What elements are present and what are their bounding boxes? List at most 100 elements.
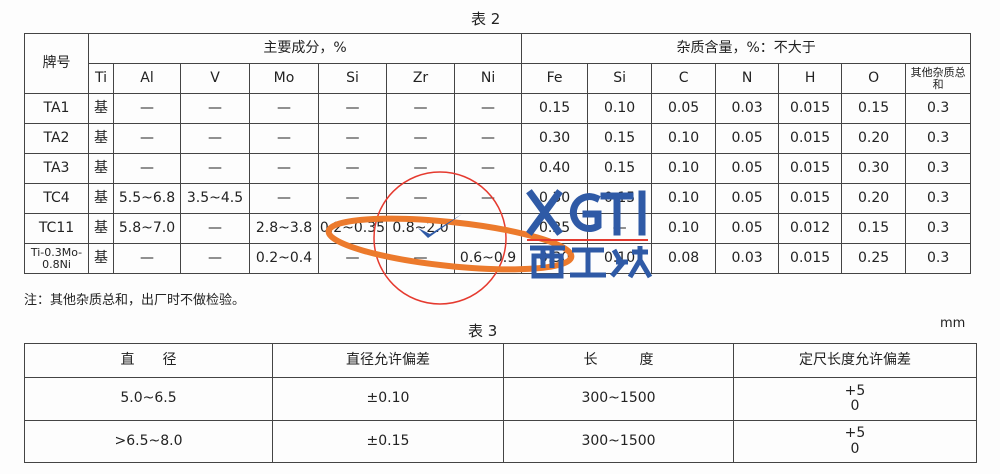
- cell-value: 0.20: [841, 123, 907, 154]
- cell-value: 基: [88, 93, 114, 124]
- cell-value: 5.8~7.0: [113, 213, 181, 244]
- cell-value: —: [249, 183, 319, 214]
- cell-value: 0.015: [778, 123, 843, 154]
- cell-value: —: [386, 123, 455, 154]
- cell-value: —: [386, 183, 455, 214]
- cell-value: —: [113, 243, 181, 274]
- header-grade: 牌号: [24, 33, 89, 94]
- cell-value: 0.05: [715, 183, 780, 214]
- cell-value: 0.05: [715, 153, 780, 184]
- cell-value: 0.15: [587, 123, 653, 154]
- cell-value: —: [453, 213, 523, 244]
- header-diameter: 直 径: [24, 343, 273, 378]
- cell-value: 0.05: [715, 123, 780, 154]
- cell-value: —: [249, 93, 319, 124]
- cell-value: 0.15: [841, 213, 907, 244]
- cell-length-tolerance: +5 0: [733, 377, 977, 421]
- tol-lower: 0: [850, 398, 860, 414]
- table-row: TA2 基 — — — — — —0.30 0.15 0.10 0.05 0.015 0.20 0.3: [24, 123, 972, 154]
- cell-value: 0.40: [521, 153, 589, 184]
- cell-value: 基: [88, 123, 114, 154]
- table-row: Ti-0.3Mo-0.8Ni 基 — —0.2~0.4— —0.6~0.9 0.30 0.1…: [24, 243, 972, 274]
- cell-value: 0.15: [521, 93, 589, 124]
- cell-length: 300~1500: [503, 377, 734, 421]
- cell-value: 基: [88, 183, 114, 214]
- col-header: O: [841, 63, 907, 94]
- col-header: Si: [587, 63, 653, 94]
- cell-value: 0.015: [778, 183, 843, 214]
- dimension-table: 直 径 直径允许偏差 长 度 定尺长度允许偏差 5.0~6.5 ±0.10 30…: [24, 343, 977, 463]
- cell-value: —: [249, 153, 319, 184]
- table-row: >6.5~8.0 ±0.15 300~1500 +5 0: [24, 420, 977, 463]
- table2-title: 表 2: [471, 10, 501, 28]
- cell-value: —: [453, 93, 523, 124]
- cell-value: 5.5~6.8: [113, 183, 181, 214]
- table3-unit: mm: [940, 316, 966, 331]
- col-header: H: [778, 63, 843, 94]
- col-header: Al: [113, 63, 181, 94]
- cell-grade: TA3: [24, 153, 89, 184]
- cell-value: 0.10: [587, 93, 653, 124]
- cell-value: 0.10: [651, 123, 717, 154]
- cell-value: —: [113, 93, 181, 124]
- table-row: 5.0~6.5 ±0.10 300~1500 +5 0: [24, 377, 977, 421]
- cell-value: 3.5~4.5: [180, 183, 250, 214]
- cell-value: 0.10: [651, 183, 717, 214]
- cell-value: 0.2~0.35: [318, 213, 387, 244]
- cell-value: —: [453, 123, 523, 154]
- cell-value: —: [180, 243, 250, 274]
- cell-grade: Ti-0.3Mo-0.8Ni: [24, 243, 89, 274]
- cell-value: 基: [88, 243, 114, 274]
- cell-value: 0.25: [841, 243, 907, 274]
- cell-value: —: [318, 243, 387, 274]
- cell-value: 2.8~3.8: [249, 213, 319, 244]
- table3-title: 表 3: [468, 322, 498, 340]
- cell-value: —: [249, 123, 319, 154]
- cell-value: 0.015: [778, 93, 843, 124]
- cell-value: 0.2~0.4: [249, 243, 319, 274]
- header-diameter-tolerance: 直径允许偏差: [272, 343, 504, 378]
- cell-value: 0.25: [521, 213, 589, 244]
- col-header: C: [651, 63, 717, 94]
- cell-grade: TA2: [24, 123, 89, 154]
- cell-value: 基: [88, 213, 114, 244]
- cell-value: 0.012: [778, 213, 843, 244]
- cell-value: —: [180, 93, 250, 124]
- cell-value: 0.30: [521, 123, 589, 154]
- col-header: V: [180, 63, 250, 94]
- cell-grade: TC4: [24, 183, 89, 214]
- cell-tolerance: ±0.10: [272, 377, 504, 421]
- cell-length: 300~1500: [503, 420, 734, 463]
- composition-table: 牌号 主要成分，% 杂质含量，%：不大于 Ti Al V Mo Si Zr Ni Fe Si C N…: [24, 33, 972, 274]
- cell-value: 0.15: [587, 153, 653, 184]
- cell-value: —: [318, 153, 387, 184]
- cell-value: 0.015: [778, 243, 843, 274]
- cell-value: 0.10: [651, 153, 717, 184]
- col-header: Fe: [521, 63, 589, 94]
- col-header: Zr: [386, 63, 455, 94]
- col-header: 其他杂质总和: [905, 63, 972, 94]
- cell-value: —: [453, 183, 523, 214]
- cell-value: 0.30: [521, 243, 589, 274]
- cell-grade: TA1: [24, 93, 89, 124]
- cell-value: —: [453, 153, 523, 184]
- cell-value: 0.15: [587, 183, 653, 214]
- col-header: Ti: [88, 63, 114, 94]
- table2-note: 注：其他杂质总和，出厂时不做检验。: [24, 293, 246, 308]
- tol-lower: 0: [850, 440, 860, 457]
- cell-value: 0.15: [841, 93, 907, 124]
- cell-value: 0.015: [778, 153, 843, 184]
- cell-value: —: [587, 213, 653, 244]
- header-main-composition: 主要成分，%: [87, 33, 523, 64]
- tol-upper: +5: [844, 382, 866, 399]
- cell-value: 0.6~0.9: [453, 243, 523, 274]
- cell-value: —: [386, 243, 455, 274]
- cell-value: —: [386, 153, 455, 184]
- cell-value: —: [318, 183, 387, 214]
- cell-value: —: [386, 93, 455, 124]
- col-header: Ni: [453, 63, 523, 94]
- cell-value: 0.3: [905, 183, 972, 214]
- cell-value: —: [113, 123, 181, 154]
- cell-value: 基: [88, 153, 114, 184]
